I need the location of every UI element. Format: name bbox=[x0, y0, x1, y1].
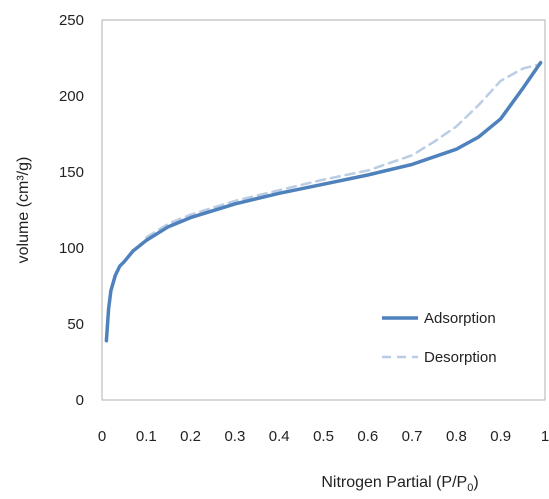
x-tick-label: 0.6 bbox=[357, 428, 378, 445]
x-tick-label: 0.5 bbox=[313, 428, 334, 445]
y-axis-title: volume (cm³/g) bbox=[15, 157, 32, 264]
x-tick-label: 0 bbox=[98, 428, 106, 445]
legend-adsorption-label: Adsorption bbox=[424, 310, 496, 327]
legend-desorption-label: Desorption bbox=[424, 349, 497, 366]
x-tick-labels: 0 0.1 0.2 0.3 0.4 0.5 0.6 0.7 0.8 0.9 1 bbox=[98, 428, 549, 445]
adsorption-line bbox=[104, 60, 543, 343]
x-tick-label: 0.8 bbox=[446, 428, 467, 445]
x-tick-label: 0.1 bbox=[136, 428, 157, 445]
y-tick-label: 50 bbox=[67, 316, 84, 333]
x-tick-label: 0.3 bbox=[224, 428, 245, 445]
x-axis-title-end: ) bbox=[473, 474, 478, 491]
y-tick-label: 0 bbox=[76, 392, 84, 409]
series-lines bbox=[104, 60, 543, 343]
x-tick-label: 0.7 bbox=[402, 428, 423, 445]
x-axis-title-subscript: 0 bbox=[467, 482, 473, 494]
x-tick-label: 0.9 bbox=[490, 428, 511, 445]
y-tick-label: 100 bbox=[59, 240, 84, 257]
y-tick-label: 250 bbox=[59, 12, 84, 29]
desorption-line bbox=[145, 62, 542, 239]
plot-frame bbox=[101, 19, 546, 401]
x-tick-label: 1 bbox=[541, 428, 549, 445]
y-tick-label: 200 bbox=[59, 88, 84, 105]
y-tick-labels: 0 50 100 150 200 250 bbox=[59, 12, 84, 409]
x-axis-title-main: Nitrogen Partial (P/P bbox=[321, 474, 467, 491]
x-axis-title: Nitrogen Partial (P/P0) bbox=[321, 474, 478, 494]
legend: Adsorption Desorption bbox=[382, 310, 497, 366]
x-tick-label: 0.4 bbox=[269, 428, 290, 445]
x-tick-label: 0.2 bbox=[180, 428, 201, 445]
y-tick-label: 150 bbox=[59, 164, 84, 181]
